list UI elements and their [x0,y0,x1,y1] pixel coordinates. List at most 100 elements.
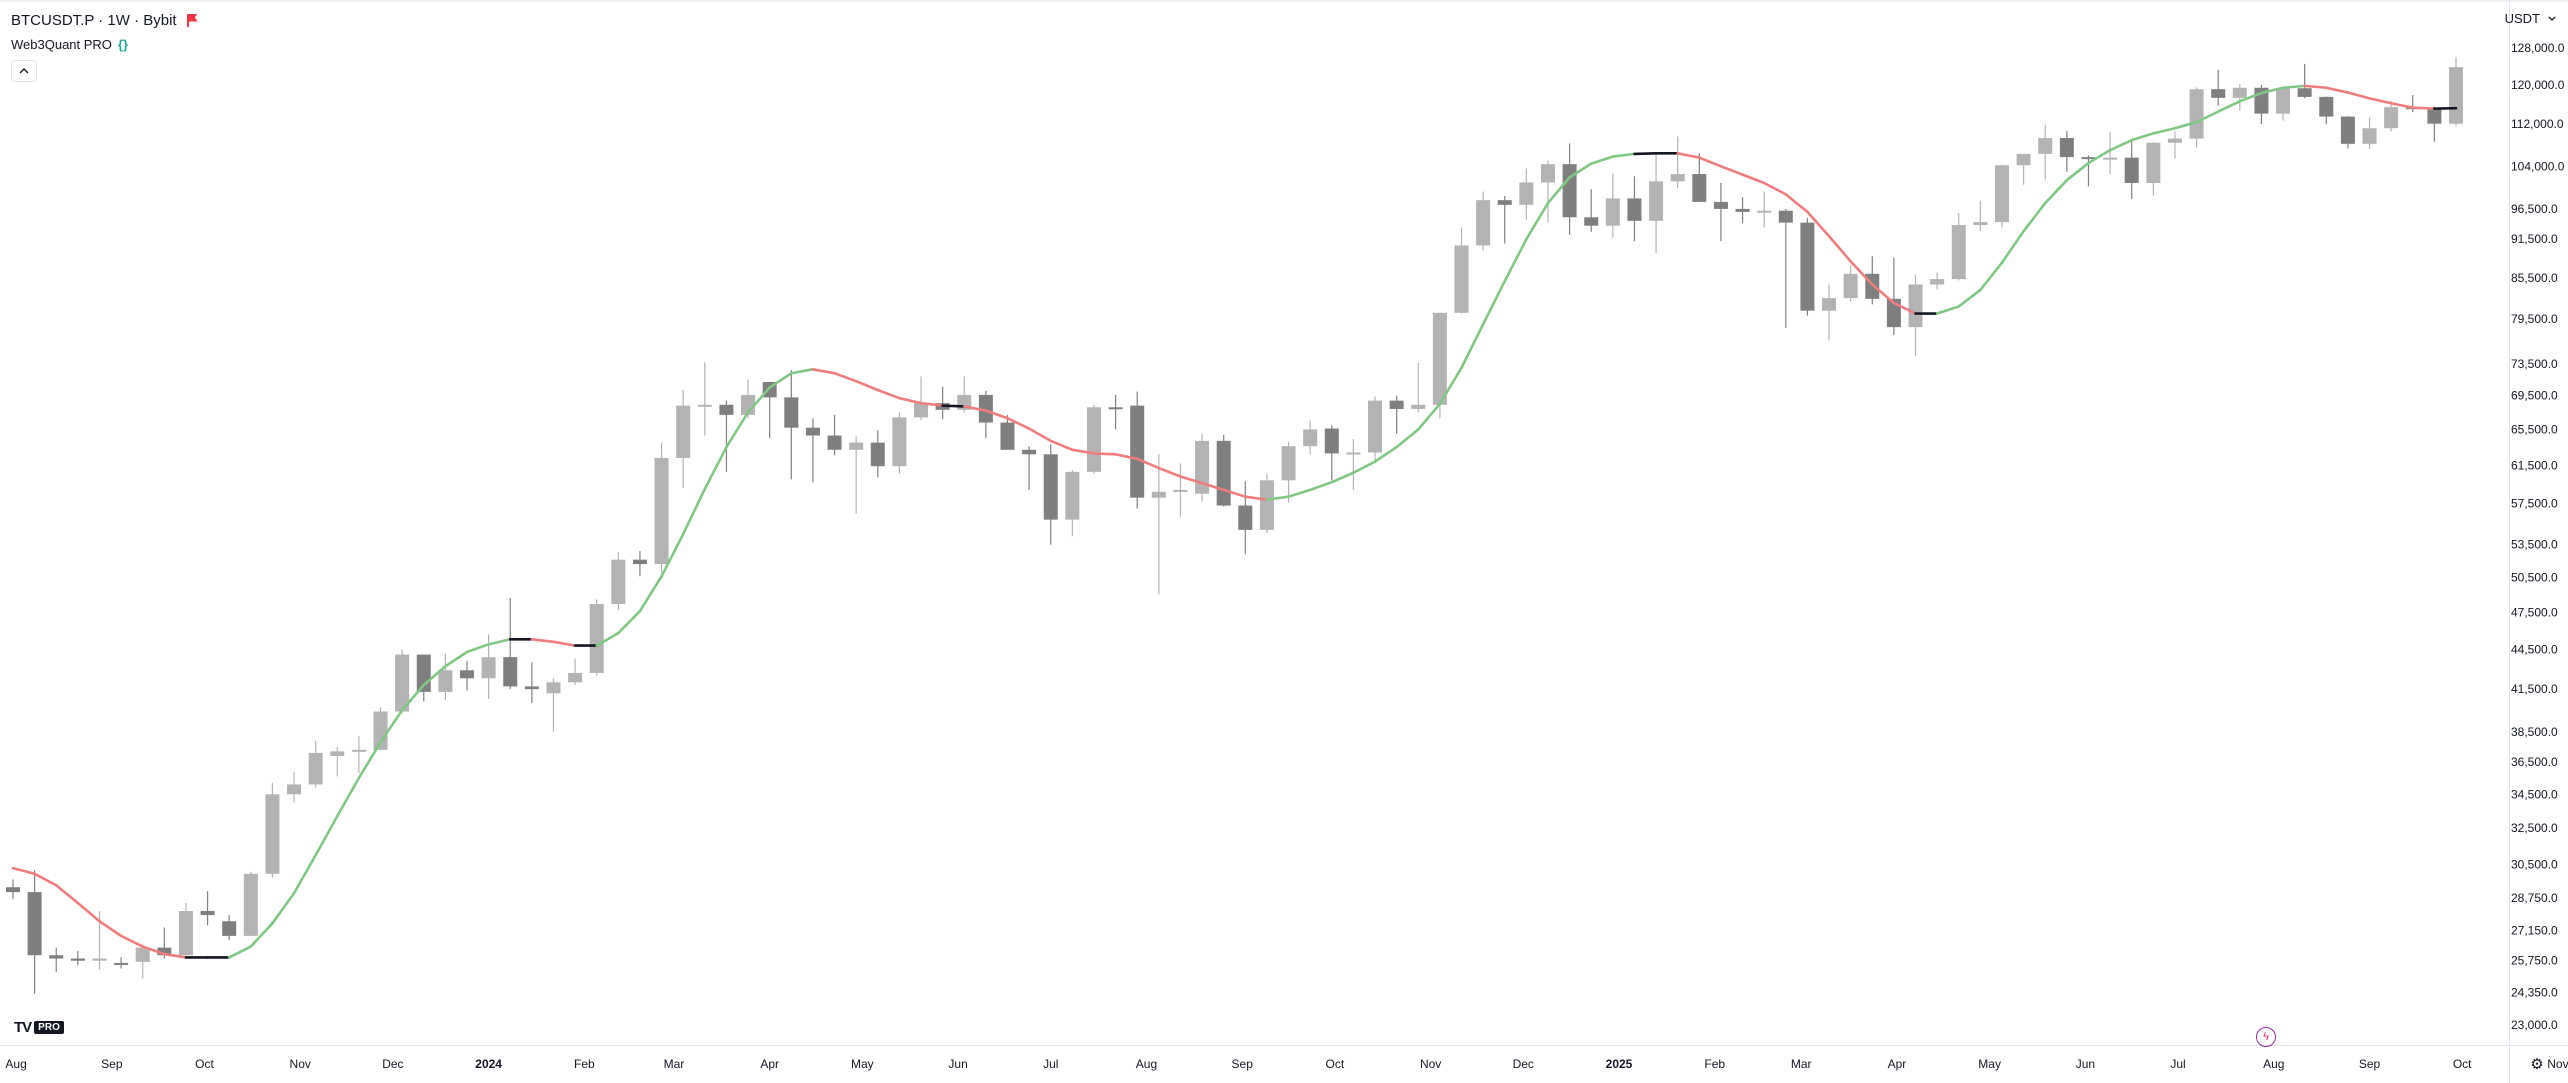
candle[interactable] [1086,404,1101,474]
candle[interactable] [2038,124,2053,180]
candle[interactable] [589,599,604,676]
candle[interactable] [1043,444,1058,545]
candle[interactable] [2340,116,2355,149]
candle[interactable] [676,390,691,488]
candle[interactable] [1778,208,1793,328]
candle[interactable] [49,947,64,972]
candle[interactable] [632,551,647,577]
candle[interactable] [1173,463,1188,518]
flag-icon[interactable] [186,13,197,27]
candle[interactable] [1627,176,1642,242]
candle[interactable] [222,915,237,941]
candle[interactable] [2124,140,2139,199]
candle[interactable] [1930,272,1945,290]
candle[interactable] [1649,153,1664,254]
candle[interactable] [2319,96,2334,125]
candle[interactable] [1368,396,1383,461]
gear-icon[interactable]: ⚙ [2530,1056,2544,1073]
candle[interactable] [1822,284,1837,341]
candle[interactable] [1346,439,1361,490]
candle[interactable] [2384,100,2399,132]
candle[interactable] [1843,265,1858,302]
candle[interactable] [114,957,129,969]
candle[interactable] [546,678,561,732]
candle[interactable] [503,598,518,690]
time-axis[interactable]: Aug Sep Oct Nov Dec 2024 Feb Mar Apr May Jun Jul Aug… [5,1057,2568,1071]
candle[interactable] [287,771,302,803]
candle[interactable] [395,649,410,713]
candle[interactable] [2081,155,2096,187]
candle[interactable] [1692,153,1707,202]
candle[interactable] [265,782,280,878]
candle[interactable] [135,944,150,979]
candle[interactable] [1065,469,1080,537]
candle[interactable] [784,370,799,480]
candle[interactable] [1151,454,1166,595]
candle[interactable] [1800,217,1815,316]
candle[interactable] [1324,425,1339,481]
candle[interactable] [1908,274,1923,357]
tradingview-logo[interactable]: TV PRO [14,1019,64,1036]
candle[interactable] [1476,191,1491,251]
candle[interactable] [1000,414,1015,450]
candle[interactable] [2189,87,2204,148]
candle[interactable] [827,414,842,456]
candle[interactable] [1519,168,1534,220]
candle[interactable] [200,891,215,926]
candle[interactable] [1951,213,1966,281]
candle[interactable] [308,740,323,788]
candle[interactable] [1259,473,1274,534]
candle[interactable] [2016,153,2031,185]
candle[interactable] [1735,197,1750,224]
candle[interactable] [892,412,907,474]
candle[interactable] [438,653,453,701]
candle[interactable] [568,658,583,686]
candle[interactable] [351,736,366,774]
candle[interactable] [1411,363,1426,413]
candle[interactable] [805,418,820,483]
candle[interactable] [1713,182,1728,242]
candle[interactable] [2059,130,2074,172]
candle[interactable] [1973,200,1988,232]
currency-selector[interactable]: USDT [2505,11,2556,26]
collapse-legend-button[interactable] [11,60,37,82]
price-axis[interactable]: 128,000.0 120,000.0 112,000.0 104,000.0 96,5… [2511,41,2565,1032]
candle[interactable] [1281,441,1296,503]
candle[interactable] [2449,57,2463,127]
candle[interactable] [27,870,42,994]
candle[interactable] [2276,88,2291,121]
candle[interactable] [524,662,539,704]
candle[interactable] [70,950,85,966]
candle[interactable] [2297,63,2312,99]
candle[interactable] [178,902,193,956]
candle[interactable] [2103,131,2118,175]
symbol-legend-row[interactable]: BTCUSDT.P · 1W · Bybit [11,10,197,30]
candle[interactable] [6,879,20,900]
candle[interactable] [1670,136,1685,189]
candle[interactable] [1195,433,1210,502]
candle[interactable] [1130,391,1145,509]
bolt-icon[interactable]: ϟ [2256,1027,2276,1047]
candle[interactable] [914,376,929,420]
candle[interactable] [697,362,712,436]
candle[interactable] [1108,394,1123,430]
candle[interactable] [1562,143,1577,235]
candle[interactable] [243,871,258,936]
candle[interactable] [1605,173,1620,238]
symbol-title[interactable]: BTCUSDT.P · 1W · Bybit [11,11,177,29]
candle[interactable] [870,430,885,478]
candle[interactable] [1497,196,1512,244]
candle[interactable] [2211,69,2226,106]
candle[interactable] [1432,312,1447,419]
candle[interactable] [2167,131,2182,159]
candle[interactable] [1994,164,2009,228]
candle[interactable] [654,442,669,573]
candle[interactable] [460,661,475,691]
candle[interactable] [978,390,993,439]
candle[interactable] [2427,106,2442,142]
candle[interactable] [1022,446,1037,490]
candle[interactable] [1540,160,1555,223]
candle[interactable] [719,400,734,472]
candle[interactable] [1389,395,1404,434]
